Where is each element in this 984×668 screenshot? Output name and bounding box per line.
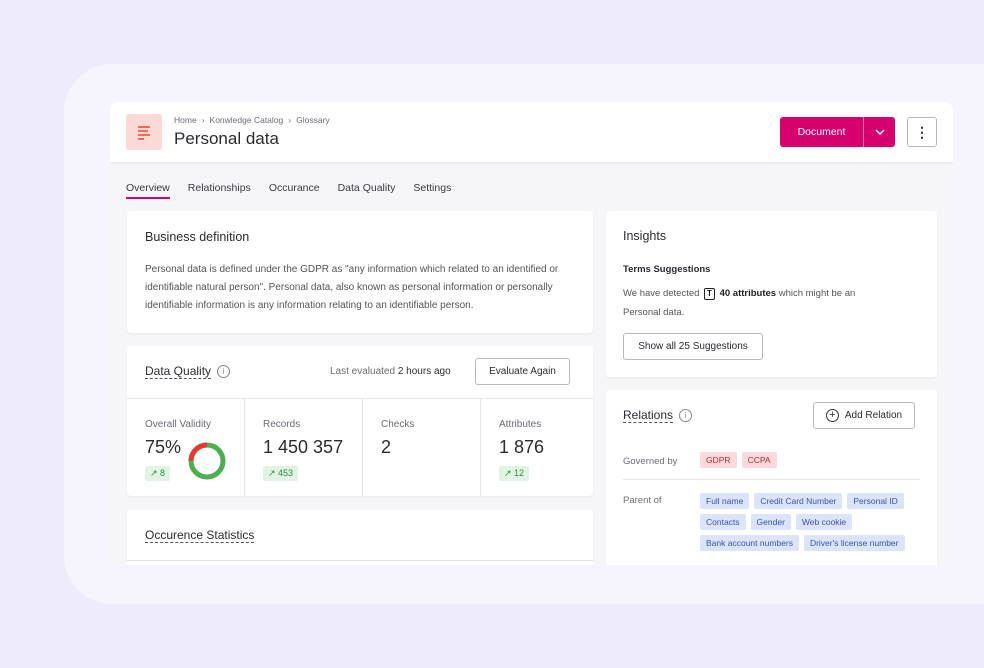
label: Last evaluated — [330, 366, 396, 377]
insights-card: Insights Terms Suggestions We have detec… — [606, 211, 937, 377]
tab[interactable]: Relationships — [187, 182, 251, 194]
page-title: Personal data — [174, 129, 279, 148]
tag[interactable]: Personal ID — [847, 493, 904, 509]
relations-card: Relations i + Add Relation Governed by GDP… — [606, 390, 937, 565]
suggestions-button[interactable]: Show all 25 Suggestions — [623, 333, 763, 360]
add-relation-button[interactable]: + Add Relation — [813, 402, 915, 429]
metric: Checks 2 — [363, 399, 481, 496]
delta-value: 453 — [278, 468, 294, 478]
business-definition-card: Business definition Personal data is def… — [127, 211, 593, 333]
metric-label: Records — [263, 419, 301, 430]
plus-icon: + — [825, 409, 839, 422]
metric: Attributes 1 876 ↗ 12 — [481, 399, 593, 496]
metric-label: Overall Validity — [145, 419, 211, 430]
metric-value: 2 — [381, 437, 392, 457]
last-evaluated: Last evaluated 2 hours ago — [330, 366, 451, 377]
tag[interactable]: Full name — [700, 493, 750, 509]
card-title: Insights — [623, 229, 667, 243]
data-quality-card: Data Quality i Last evaluated 2 hours ago… — [127, 346, 593, 496]
card-title: Occurence Statistics — [145, 528, 255, 543]
tag[interactable]: Driver's license number — [803, 535, 905, 551]
metric-label: Attributes — [499, 419, 542, 430]
title-text: Data Quality — [145, 364, 212, 379]
metric-delta: ↗ 453 — [263, 466, 299, 481]
button-label: Document — [780, 117, 864, 147]
insights-text: We have detected T 40 attributes which m… — [623, 284, 883, 322]
metrics: Overall Validity 75% ↗ 8 Records 1 450 3… — [127, 398, 593, 496]
tab[interactable]: Data Quality — [337, 182, 396, 194]
tab[interactable]: Overview — [126, 182, 170, 199]
tag[interactable]: Contacts — [700, 514, 746, 530]
tag[interactable]: GDPR — [700, 452, 737, 468]
delta-value: 8 — [160, 468, 166, 478]
validity-donut — [188, 442, 226, 480]
occurence-card: Occurence Statistics — [127, 510, 593, 565]
delta-value: 12 — [514, 468, 525, 478]
tags: Full name Credit Card Number Personal ID… — [700, 493, 928, 556]
subtitle: Terms Suggestions — [623, 264, 711, 275]
text: We have detected — [623, 288, 700, 299]
tag[interactable]: Bank account numbers — [700, 535, 799, 551]
metric-label: Checks — [381, 419, 415, 430]
time: 2 hours ago — [397, 366, 451, 377]
title-text: Relations — [623, 408, 674, 423]
text: which might be an Personal data. — [623, 288, 856, 318]
metric-value: 1 450 357 — [263, 437, 344, 457]
page-icon — [126, 114, 162, 150]
metric-value: 1 876 — [499, 437, 545, 457]
info-icon[interactable]: i — [217, 365, 231, 379]
tabs: Overview Relationships Occurance Data Qu… — [126, 182, 451, 199]
tab[interactable]: Settings — [413, 182, 452, 194]
document-button[interactable]: Document — [780, 117, 895, 147]
app-window: Home › Konwledge Catalog › Glossary Person… — [110, 102, 953, 565]
tag[interactable]: Gender — [750, 514, 791, 530]
metric-value: 75% — [145, 437, 182, 457]
chevron — [874, 129, 885, 135]
divider — [127, 560, 593, 561]
metric-delta: ↗ 12 — [499, 466, 530, 481]
card-title: Relations i — [623, 408, 693, 423]
metric-delta: ↗ 8 — [145, 466, 171, 481]
button-label: Add Relation — [844, 410, 903, 421]
evaluate-button[interactable]: Evaluate Again — [475, 358, 570, 385]
breadcrumb-item: Glossary — [296, 115, 330, 125]
header: Home › Konwledge Catalog › Glossary Person… — [110, 102, 953, 162]
metric: Overall Validity 75% ↗ 8 — [127, 399, 245, 496]
card-title: Data Quality i — [145, 364, 231, 379]
breadcrumb: Home › Konwledge Catalog › Glossary — [174, 115, 330, 125]
highlight: 40 attributes — [719, 288, 777, 299]
divider — [623, 479, 920, 480]
more-button[interactable]: ⋮ — [907, 117, 937, 147]
tag[interactable]: CCPA — [741, 452, 777, 468]
tab[interactable]: Occurance — [268, 182, 320, 194]
tag[interactable]: Credit Card Number — [754, 493, 843, 509]
relation-label: Parent of — [623, 495, 662, 506]
breadcrumb-item[interactable]: Konwledge Catalog — [209, 115, 284, 125]
tag[interactable]: Web cookie — [795, 514, 853, 530]
dropdown-toggle[interactable] — [864, 117, 895, 147]
info-icon[interactable]: i — [679, 409, 693, 423]
breadcrumb-item[interactable]: Home — [174, 115, 197, 125]
card-title: Business definition — [145, 230, 250, 244]
metric: Records 1 450 357 ↗ 453 — [245, 399, 363, 496]
icon — [138, 126, 150, 140]
tags: GDPR CCPA — [700, 452, 782, 473]
relation-label: Governed by — [623, 456, 678, 467]
definition-text: Personal data is defined under the GDPR … — [145, 264, 559, 311]
attribute-icon: T — [704, 288, 715, 300]
